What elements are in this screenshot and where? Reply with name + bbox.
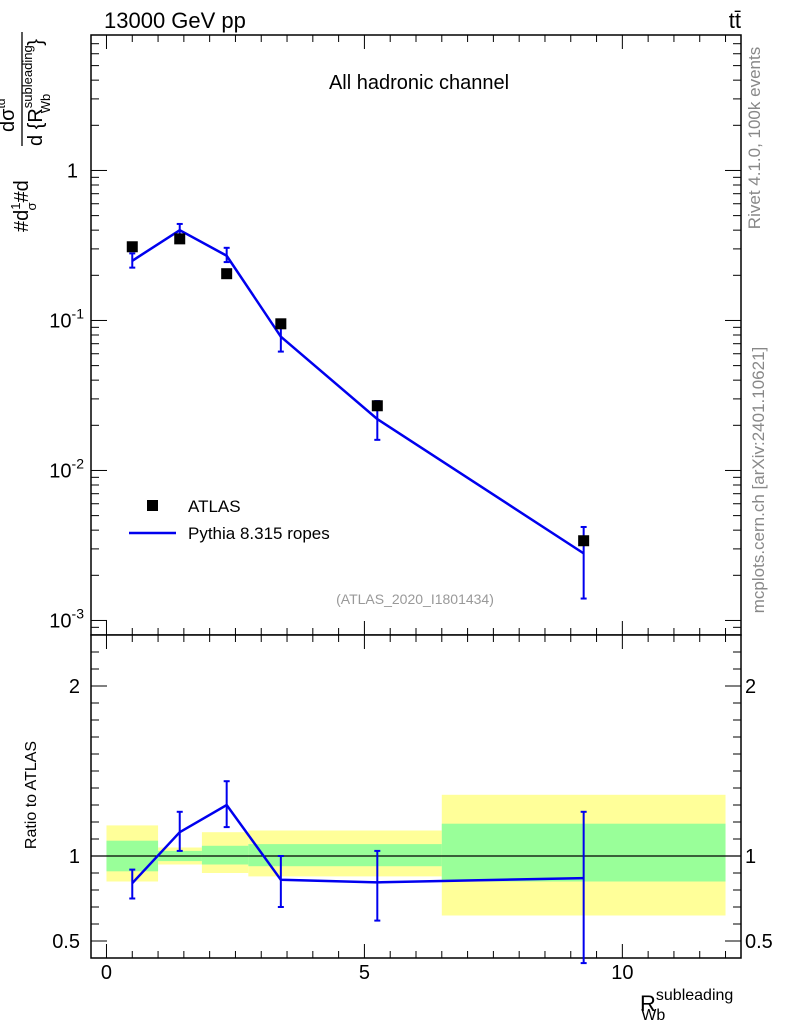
- mcplots-label: mcplots.cern.ch [arXiv:2401.10621]: [749, 347, 768, 613]
- x-axis-label: Rsubleading Wb: [640, 987, 733, 1024]
- legend-atlas-marker: [147, 500, 158, 511]
- ratio-y-tick-label-right: 1: [745, 846, 756, 868]
- ratio-band-green: [248, 844, 442, 867]
- atlas-data-point: [126, 241, 138, 253]
- main-y-tick-label: 10-2: [49, 455, 84, 482]
- legend-atlas-label: ATLAS: [188, 497, 241, 516]
- main-y-axis-denominator: d {Rsubleading Wb}: [20, 39, 53, 146]
- ratio-panel: 0.5 0.5 1 1 2 2 0 5 10 Ratio to ATLAS: [23, 634, 773, 984]
- main-y-axis-numerator: dσtd: [0, 99, 19, 132]
- atlas-data-point: [275, 318, 287, 330]
- legend: ATLAS Pythia 8.315 ropes: [129, 497, 330, 543]
- legend-pythia-label: Pythia 8.315 ropes: [188, 524, 330, 543]
- analysis-tag: (ATLAS_2020_I1801434): [336, 591, 494, 607]
- atlas-data-point: [371, 400, 383, 412]
- pythia-line: [131, 228, 585, 555]
- process-label: tt̄: [729, 8, 741, 33]
- main-y-axis-label: #d1σ#d dσtd d {Rsubleading Wb}: [0, 32, 53, 232]
- x-tick-label: 0: [101, 962, 112, 984]
- ratio-line: [131, 803, 584, 885]
- main-y-tick-label: 10-3: [49, 605, 84, 632]
- x-axis-label-sub: Wb: [641, 1007, 665, 1024]
- main-series-layer: [126, 222, 590, 600]
- x-tick-label: 5: [359, 962, 370, 984]
- ratio-y-tick-label-right: 0.5: [745, 931, 773, 953]
- collision-energy-label: 13000 GeV pp: [104, 8, 246, 33]
- ratio-y-axis-label: Ratio to ATLAS: [23, 741, 40, 849]
- ratio-x-axis: 0 5 10: [101, 635, 727, 984]
- main-panel-frame: [90, 34, 742, 636]
- main-y-tick-label: 10-1: [49, 305, 84, 332]
- atlas-data-point: [578, 535, 590, 547]
- main-y-axis-label-text: #d1σ#d: [8, 180, 39, 232]
- ratio-band-green: [201, 845, 249, 865]
- ratio-y-axis: 0.5 0.5 1 1 2 2: [52, 651, 773, 953]
- main-y-tick-label: 1: [67, 160, 78, 182]
- atlas-data-point: [174, 233, 186, 245]
- ratio-series-layer: [129, 780, 587, 965]
- chart-title: All hadronic channel: [329, 72, 509, 94]
- ratio-y-tick-label-left: 2: [69, 676, 80, 698]
- x-tick-label: 10: [611, 962, 633, 984]
- ratio-y-tick-label-left: 1: [69, 846, 80, 868]
- main-x-axis-ticks: [105, 35, 727, 635]
- ratio-y-tick-label-left: 0.5: [52, 931, 80, 953]
- atlas-data-point: [221, 268, 233, 280]
- rivet-version-label: Rivet 4.1.0, 100k events: [745, 47, 764, 229]
- x-axis-label-main: R: [640, 991, 656, 1016]
- x-axis-label-sup: subleading: [656, 987, 733, 1004]
- main-panel: 10-3 10-2 10-1 1 All hadronic channel (ATLA…: [0, 32, 742, 636]
- main-y-axis: 10-3 10-2 10-1 1: [49, 34, 741, 636]
- ratio-y-tick-label-right: 2: [745, 676, 756, 698]
